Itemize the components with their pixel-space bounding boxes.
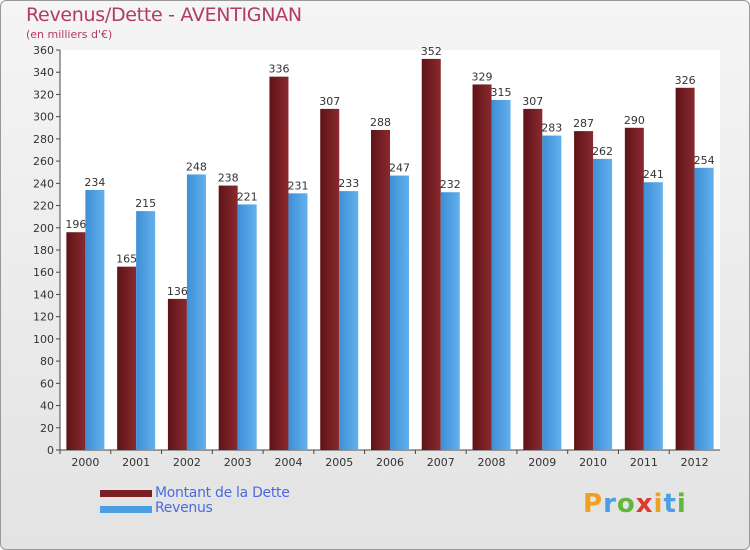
logo-letter: x — [635, 489, 654, 519]
data-label: 247 — [389, 162, 410, 175]
data-label: 287 — [573, 117, 594, 130]
bar-chart: 0 20 40 60 80 100 120 140 160 180 200 220 240 260 280 3… — [33, 44, 720, 469]
legend-label-revenus: Revenus — [155, 500, 213, 516]
data-label: 283 — [541, 122, 562, 135]
bar-dette — [523, 108, 543, 450]
data-label: 165 — [116, 253, 137, 266]
y-tick-label: 360 — [33, 44, 54, 57]
y-tick-label: 240 — [33, 177, 54, 190]
x-tick-label: 2002 — [173, 456, 201, 469]
data-label: 248 — [186, 160, 207, 173]
y-tick-label: 0 — [47, 444, 54, 457]
bar-dette — [421, 58, 441, 451]
y-tick-label: 20 — [40, 422, 54, 435]
bar-dette — [320, 108, 340, 450]
legend-swatch-dette — [100, 490, 152, 497]
bar-revenus — [186, 174, 206, 450]
logo-letter: o — [616, 489, 636, 519]
data-label: 288 — [370, 116, 391, 129]
x-tick-label: 2005 — [325, 456, 353, 469]
bar-dette — [218, 185, 238, 451]
bar-dette — [117, 266, 137, 450]
bar-dette — [574, 131, 594, 450]
bar-revenus — [288, 193, 308, 451]
x-tick-label: 2008 — [478, 456, 506, 469]
x-tick-label: 2009 — [528, 456, 556, 469]
bar-dette — [624, 127, 644, 451]
data-label: 221 — [237, 190, 258, 203]
bar-revenus — [390, 175, 409, 451]
bar-revenus — [694, 167, 714, 450]
y-tick-label: 260 — [33, 155, 54, 168]
bar-revenus — [85, 190, 105, 450]
bar-revenus — [136, 211, 156, 450]
data-label: 307 — [319, 95, 340, 108]
bar-dette — [167, 298, 187, 450]
data-label: 231 — [287, 179, 308, 192]
y-tick-label: 40 — [40, 400, 54, 413]
y-tick-label: 120 — [33, 311, 54, 324]
logo-letter: i — [676, 489, 687, 519]
legend-swatch-revenus — [100, 506, 152, 513]
data-label: 262 — [592, 145, 613, 158]
x-tick-label: 2006 — [376, 456, 404, 469]
y-tick-label: 80 — [40, 355, 54, 368]
data-label: 336 — [268, 63, 289, 76]
data-label: 329 — [472, 70, 493, 83]
bar-dette — [66, 232, 86, 450]
logo-letter: P — [583, 489, 604, 519]
data-label: 196 — [65, 218, 86, 231]
data-label: 238 — [218, 172, 239, 185]
data-label: 307 — [522, 95, 543, 108]
y-tick-label: 160 — [33, 266, 54, 279]
data-label: 234 — [84, 176, 105, 189]
x-tick-label: 2012 — [681, 456, 709, 469]
bar-revenus — [643, 182, 663, 450]
y-tick-label: 300 — [33, 111, 54, 124]
logo-letter: i — [653, 489, 664, 519]
bar-revenus — [440, 192, 460, 450]
data-label: 352 — [421, 45, 442, 58]
bar-revenus — [237, 204, 257, 450]
data-label: 326 — [675, 74, 696, 87]
logo-letter: t — [663, 489, 677, 519]
y-tick-label: 320 — [33, 88, 54, 101]
bar-revenus — [491, 100, 511, 450]
data-label: 315 — [491, 86, 512, 99]
bar-revenus — [593, 158, 613, 450]
logo-letter: r — [603, 489, 617, 519]
data-label: 241 — [643, 168, 664, 181]
data-label: 233 — [338, 177, 359, 190]
bar-dette — [675, 87, 695, 451]
y-tick-label: 100 — [33, 333, 54, 346]
bar-revenus — [542, 135, 562, 451]
y-tick-label: 60 — [40, 377, 54, 390]
proxiti-logo: Proxiti — [583, 489, 687, 519]
x-tick-label: 2011 — [630, 456, 658, 469]
bar-dette — [472, 84, 492, 450]
y-tick-label: 220 — [33, 200, 54, 213]
y-tick-label: 180 — [33, 244, 54, 257]
y-tick-label: 280 — [33, 133, 54, 146]
x-tick-label: 2000 — [71, 456, 99, 469]
x-tick-label: 2004 — [274, 456, 302, 469]
data-label: 254 — [694, 154, 715, 167]
data-label: 232 — [440, 178, 461, 191]
x-tick-label: 2003 — [224, 456, 252, 469]
bar-dette — [371, 130, 390, 450]
x-tick-label: 2001 — [122, 456, 150, 469]
y-tick-label: 340 — [33, 66, 54, 79]
chart-title: Revenus/Dette - AVENTIGNAN — [26, 4, 302, 26]
bar-revenus — [339, 191, 359, 450]
data-label: 215 — [135, 197, 156, 210]
chart-subtitle: (en milliers d'€) — [26, 28, 113, 41]
x-tick-label: 2010 — [579, 456, 607, 469]
x-tick-label: 2007 — [427, 456, 455, 469]
bar-dette — [269, 76, 289, 451]
y-tick-label: 140 — [33, 288, 54, 301]
y-tick-label: 200 — [33, 222, 54, 235]
data-label: 290 — [624, 114, 645, 127]
legend-label-dette: Montant de la Dette — [155, 485, 290, 501]
data-label: 136 — [167, 285, 188, 298]
